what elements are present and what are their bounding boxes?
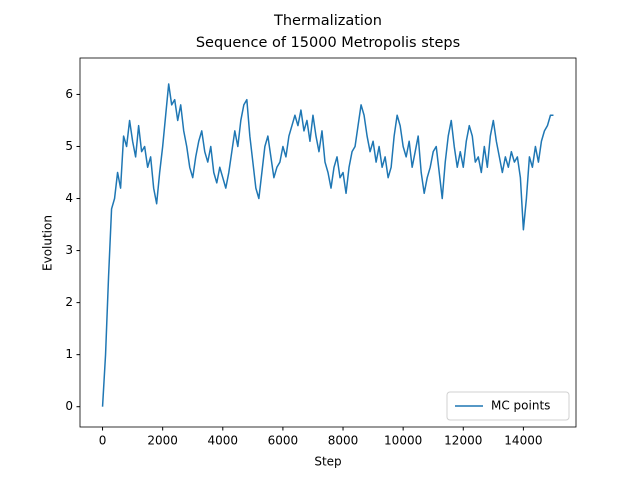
plot-frame bbox=[79, 57, 577, 428]
legend-box bbox=[446, 391, 570, 421]
x-tick-label: 2000 bbox=[147, 434, 178, 448]
chart-subtitle: Sequence of 15000 Metropolis steps bbox=[196, 35, 460, 51]
x-tick-label: 12000 bbox=[444, 434, 482, 448]
x-tick-label: 10000 bbox=[384, 434, 422, 448]
x-tick-label: 14000 bbox=[504, 434, 542, 448]
y-tick-label: 5 bbox=[65, 139, 73, 153]
x-tick-label: 0 bbox=[99, 434, 107, 448]
y-axis-label: Evolution bbox=[41, 215, 55, 271]
x-tick-label: 6000 bbox=[268, 434, 299, 448]
x-tick-label: 4000 bbox=[208, 434, 239, 448]
y-tick-label: 3 bbox=[65, 243, 73, 257]
data-line bbox=[101, 83, 554, 407]
x-tick-label: 8000 bbox=[328, 434, 359, 448]
chart-title: Thermalization bbox=[273, 13, 382, 29]
legend-label: MC points bbox=[491, 399, 550, 413]
y-tick-label: 4 bbox=[65, 191, 73, 205]
y-tick-label: 1 bbox=[65, 347, 73, 361]
y-tick-label: 0 bbox=[65, 399, 73, 413]
x-axis-label: Step bbox=[314, 455, 341, 469]
y-tick-label: 6 bbox=[65, 87, 73, 101]
y-tick-label: 2 bbox=[65, 295, 73, 309]
